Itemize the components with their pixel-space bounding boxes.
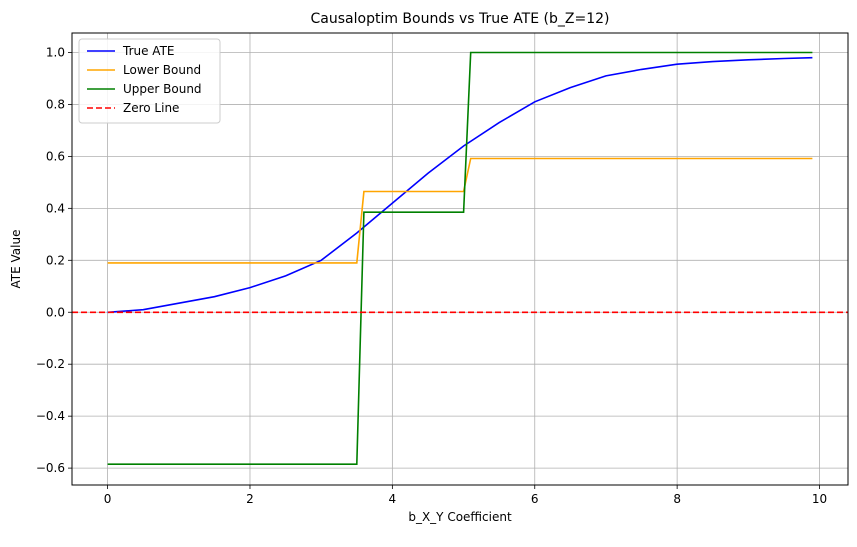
legend-label: True ATE [122,44,175,58]
y-tick-label: 1.0 [46,45,65,59]
y-axis-label: ATE Value [9,230,23,289]
x-tick-label: 10 [812,492,827,506]
y-tick-label: 0.0 [46,305,65,319]
x-tick-label: 0 [104,492,112,506]
y-tick-label: −0.2 [36,357,65,371]
series-line-lower-bound [107,157,813,264]
y-tick-label: 0.8 [46,97,65,111]
legend-label: Lower Bound [123,63,201,77]
plot-frame [71,32,849,486]
x-axis-label: b_X_Y Coefficient [408,510,512,524]
chart-title: Causaloptim Bounds vs True ATE (b_Z=12) [311,11,610,27]
y-tick-label: 0.2 [46,253,65,267]
x-tick-label: 6 [531,492,539,506]
legend-label: Upper Bound [123,82,202,96]
legend: True ATE Lower Bound Upper Bound Zero Line [78,38,221,124]
x-tick-label: 4 [389,492,397,506]
y-tick-label: 0.6 [46,149,65,163]
x-tick-label: 8 [673,492,681,506]
ticks: 0 2 4 6 8 10 −0.6 −0.4 −0.2 0.0 0.2 0.4 0.6 0.8 1.0 [36,45,827,506]
y-tick-label: −0.6 [36,461,65,475]
x-tick-label: 2 [246,492,254,506]
legend-box [78,38,221,124]
legend-label: Zero Line [123,101,179,115]
y-tick-label: 0.4 [46,201,65,215]
y-tick-label: −0.4 [36,409,65,423]
series-line-true-ate [107,56,813,314]
series-line-upper-bound [107,51,813,466]
series-layer [72,51,848,466]
